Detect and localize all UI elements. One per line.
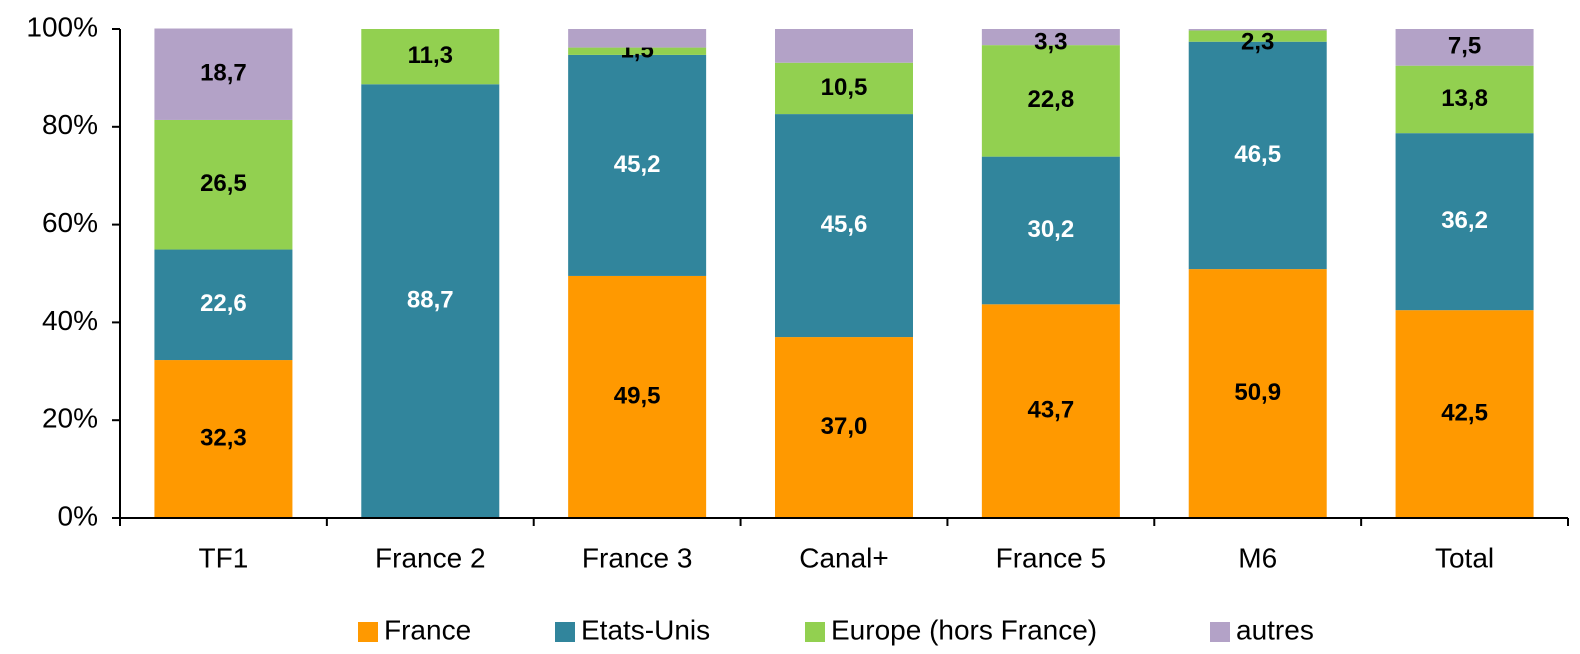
y-tick-label: 60% — [42, 207, 98, 238]
bar-segment — [981, 156, 1120, 305]
data-label: 36,2 — [1441, 207, 1488, 234]
data-label: 22,6 — [200, 290, 247, 317]
data-label: 43,7 — [1027, 396, 1074, 423]
x-tick-label: TF1 — [199, 542, 249, 573]
legend-label: autres — [1236, 614, 1314, 645]
bar-segment — [1395, 29, 1534, 66]
bar-segment — [568, 275, 707, 518]
bar-segment — [775, 337, 913, 518]
bar-segment — [154, 360, 293, 518]
bar-segment — [1188, 269, 1327, 518]
legend-swatch — [555, 622, 575, 642]
data-label: 26,5 — [200, 170, 247, 197]
data-label: 11,3 — [408, 42, 453, 69]
data-label: 18,7 — [200, 60, 247, 87]
bar-segment — [1188, 29, 1327, 31]
bar-segment — [775, 114, 913, 338]
bar-segment — [568, 47, 707, 55]
y-tick-label: 0% — [58, 500, 98, 531]
legend-swatch — [358, 622, 378, 642]
x-tick-label: France 5 — [996, 542, 1107, 573]
bar-segment — [775, 62, 913, 115]
data-label: 7,5 — [1448, 33, 1481, 60]
data-label: 88,7 — [407, 286, 454, 313]
legend-swatch — [805, 622, 825, 642]
y-tick-label: 40% — [42, 305, 98, 336]
x-tick-label: France 2 — [375, 542, 486, 573]
data-label: 10,5 — [821, 74, 868, 101]
bar-segment — [775, 29, 913, 63]
y-tick-label: 100% — [26, 11, 98, 42]
bar-segment — [361, 29, 500, 85]
legend-label: Etats-Unis — [581, 614, 710, 645]
data-label: 37,0 — [821, 413, 868, 440]
legend-label: Europe (hors France) — [831, 614, 1097, 645]
bar-segment — [568, 54, 707, 276]
legend-label: France — [384, 614, 471, 645]
legend-swatch — [1210, 622, 1230, 642]
y-tick-label: 20% — [42, 403, 98, 434]
x-tick-label: France 3 — [582, 542, 693, 573]
data-label: 42,5 — [1441, 399, 1488, 426]
bar-segment — [1395, 310, 1534, 518]
bar-segment — [981, 304, 1120, 518]
x-tick-label: Total — [1435, 542, 1494, 573]
bar-segment — [154, 249, 293, 361]
x-tick-label: M6 — [1238, 542, 1277, 573]
bar-segment — [1188, 41, 1327, 270]
bar-segment — [1188, 30, 1327, 42]
data-label: 3,3 — [1034, 28, 1067, 55]
data-label: 46,5 — [1234, 141, 1281, 168]
x-tick-label: Canal+ — [799, 542, 889, 573]
data-label: 22,8 — [1027, 86, 1074, 113]
data-label: 30,2 — [1027, 216, 1074, 243]
data-label: 50,9 — [1234, 379, 1281, 406]
bar-segment — [1395, 65, 1534, 134]
bar-segment — [361, 84, 500, 518]
bar-segment — [154, 28, 293, 120]
data-label: 45,2 — [614, 151, 661, 178]
bar-segment — [981, 45, 1120, 157]
data-label: 49,5 — [614, 382, 661, 409]
data-label: 2,3 — [1241, 28, 1274, 55]
bar-segment — [154, 119, 293, 250]
data-label: 13,8 — [1441, 85, 1488, 112]
data-label: 45,6 — [821, 211, 868, 238]
bar-segment — [981, 29, 1120, 46]
bar-segment — [568, 29, 707, 48]
bar-segment — [1395, 133, 1534, 311]
y-tick-label: 80% — [42, 109, 98, 140]
data-label: 32,3 — [200, 424, 247, 451]
